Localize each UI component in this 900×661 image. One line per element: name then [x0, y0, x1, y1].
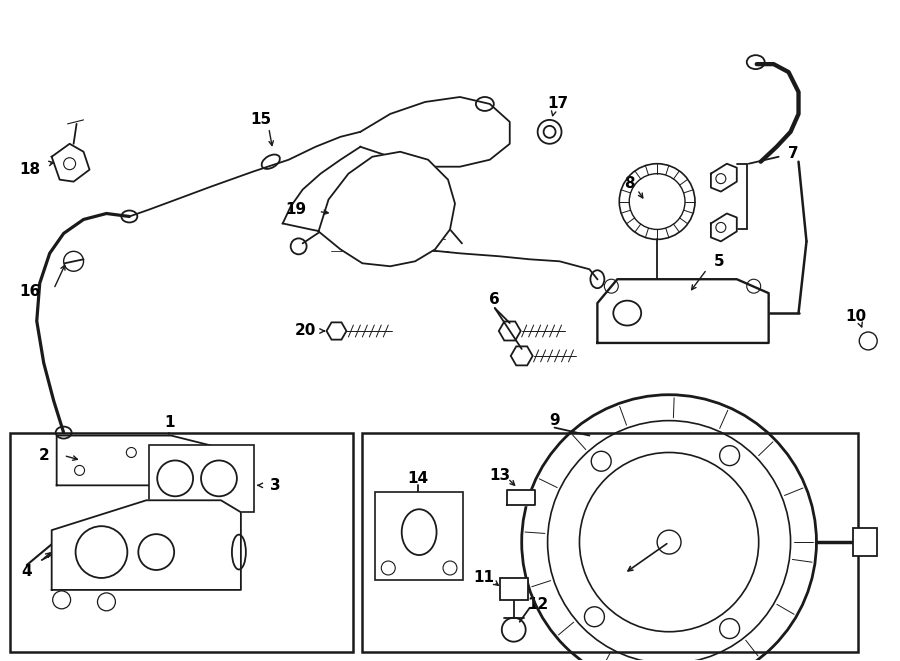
- Polygon shape: [711, 164, 737, 192]
- Bar: [10, 432, 354, 652]
- Polygon shape: [51, 500, 241, 590]
- Polygon shape: [598, 279, 769, 343]
- Text: 18: 18: [19, 162, 40, 177]
- Text: 8: 8: [624, 176, 634, 191]
- Text: 12: 12: [527, 598, 548, 612]
- Text: 1: 1: [164, 415, 175, 430]
- Text: 11: 11: [473, 570, 494, 586]
- Text: 16: 16: [19, 284, 40, 299]
- Text: 20: 20: [295, 323, 316, 338]
- Text: 4: 4: [22, 564, 32, 580]
- Polygon shape: [319, 152, 455, 266]
- Text: 3: 3: [270, 478, 281, 493]
- Bar: [853, 528, 878, 556]
- Bar: [500, 578, 527, 600]
- Polygon shape: [507, 490, 535, 505]
- Polygon shape: [711, 214, 737, 241]
- Text: 17: 17: [547, 97, 568, 112]
- Text: 10: 10: [846, 309, 867, 324]
- Text: 13: 13: [490, 468, 510, 483]
- Text: 7: 7: [788, 146, 799, 161]
- Bar: [149, 444, 254, 512]
- Bar: [375, 492, 463, 580]
- Text: 6: 6: [490, 292, 500, 307]
- Polygon shape: [57, 436, 211, 485]
- Text: 9: 9: [549, 413, 560, 428]
- Text: 2: 2: [39, 448, 50, 463]
- Text: 15: 15: [250, 112, 272, 128]
- Text: 19: 19: [285, 202, 306, 217]
- Bar: [363, 432, 859, 652]
- Polygon shape: [51, 144, 89, 182]
- Text: 14: 14: [408, 471, 428, 486]
- Text: 5: 5: [714, 254, 724, 269]
